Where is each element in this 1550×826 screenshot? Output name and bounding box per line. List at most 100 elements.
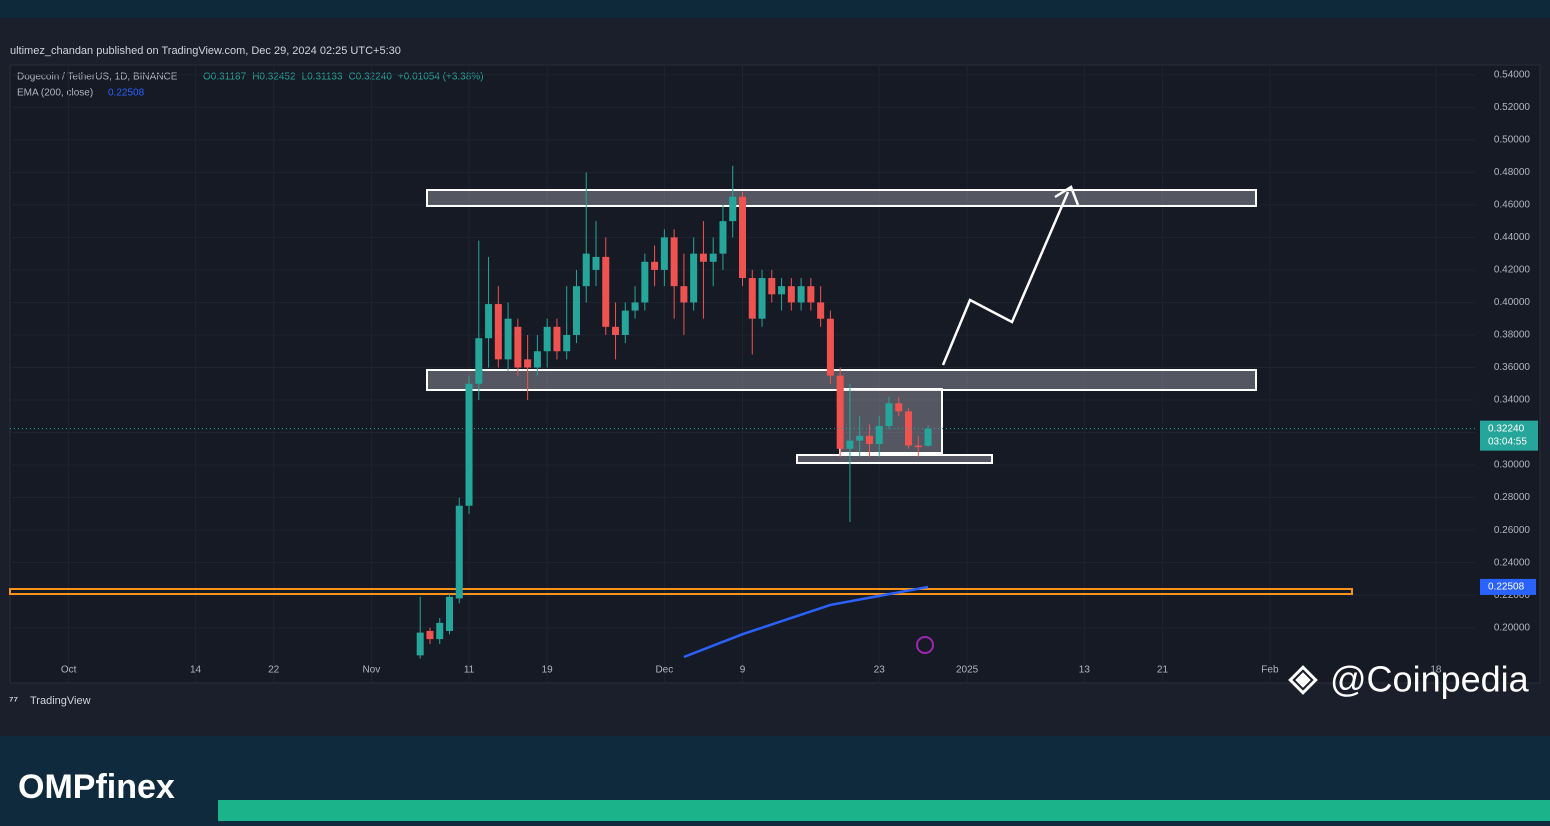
candle-body xyxy=(817,302,825,319)
candle-body xyxy=(914,445,922,448)
candle-body xyxy=(572,286,580,335)
last-price-label: 0.32240 xyxy=(1488,423,1525,434)
y-tick-label: 0.36000 xyxy=(1494,362,1531,373)
candle-body xyxy=(739,196,746,279)
ema-line xyxy=(683,585,929,659)
ema-price-label: 0.22508 xyxy=(1488,582,1525,593)
candle-body xyxy=(514,326,522,368)
candle-body xyxy=(494,304,502,360)
candle-body xyxy=(807,286,815,303)
y-tick-label: 0.22000 xyxy=(1494,590,1531,601)
base-zone xyxy=(796,454,993,464)
candle-body xyxy=(670,237,678,287)
candle-body xyxy=(563,334,571,352)
candle-body xyxy=(787,286,795,303)
candle-body xyxy=(543,326,551,352)
resistance-zone xyxy=(426,189,1257,207)
candle-body xyxy=(660,237,668,270)
candle-body xyxy=(612,326,620,335)
watermark: @Coinpedia xyxy=(1330,659,1530,700)
candle-body xyxy=(836,375,844,449)
candle-body xyxy=(690,253,698,303)
x-tick-label: 11 xyxy=(464,665,475,676)
coinpedia-icon xyxy=(1288,665,1318,695)
ema-price-box xyxy=(1480,578,1536,595)
candle-body xyxy=(924,428,932,446)
candle-body xyxy=(748,278,756,319)
tradingview-logo: TradingView xyxy=(30,695,91,707)
candle-body xyxy=(709,253,717,262)
tv-icon: ⁷⁷ xyxy=(9,695,19,707)
candle-body xyxy=(465,383,473,506)
candle-body xyxy=(875,426,883,444)
candle-body xyxy=(426,630,434,640)
x-tick-label: 2025 xyxy=(956,665,979,676)
last-price-box xyxy=(1480,420,1538,451)
top-band xyxy=(0,0,1550,18)
y-tick-label: 0.46000 xyxy=(1494,200,1531,211)
y-tick-label: 0.42000 xyxy=(1494,265,1531,276)
candle-body xyxy=(758,278,766,319)
candle-body xyxy=(905,411,913,446)
candle-body xyxy=(533,351,541,368)
x-tick-label: 19 xyxy=(542,665,554,676)
candle-body xyxy=(524,359,532,368)
x-tick-label: 18 xyxy=(1430,665,1442,676)
x-tick-label: 22 xyxy=(268,665,280,676)
event-icon xyxy=(916,636,934,654)
y-tick-label: 0.50000 xyxy=(1494,134,1531,145)
marks xyxy=(10,165,1475,659)
axes: 0.20000 0.22000 0.24000 0.26000 0.28000 0.300… xyxy=(61,69,1538,676)
candle-body xyxy=(719,221,727,254)
candle-body xyxy=(631,302,639,311)
y-tick-label: 0.20000 xyxy=(1494,622,1531,633)
y-tick-label: 0.44000 xyxy=(1494,232,1531,243)
brand: OMPfinex xyxy=(18,768,175,806)
candle-body xyxy=(865,435,873,444)
countdown: 03:04:55 xyxy=(1488,436,1527,447)
x-tick-label: Oct xyxy=(61,665,77,676)
candle-body xyxy=(846,440,854,449)
candle-body xyxy=(651,261,659,270)
ohlc-value: +0.01054 (+3.38%) xyxy=(398,72,484,83)
ema-legend: EMA (200, close) xyxy=(17,88,93,99)
grid xyxy=(10,65,1475,683)
candle-body xyxy=(641,261,649,303)
candle-body xyxy=(504,318,512,360)
candle-body xyxy=(446,596,453,631)
candle-body xyxy=(475,338,483,384)
candle-body xyxy=(553,326,561,352)
candle-body xyxy=(416,632,424,656)
x-tick-label: 13 xyxy=(1079,665,1091,676)
x-tick-label: 21 xyxy=(1157,665,1169,676)
candle-body xyxy=(885,403,893,427)
ohlc-value: C0.32240 xyxy=(349,72,393,83)
candle-body xyxy=(621,310,629,335)
y-tick-label: 0.28000 xyxy=(1494,492,1531,503)
y-tick-label: 0.54000 xyxy=(1494,69,1531,80)
candle-body xyxy=(797,286,805,303)
candle-body xyxy=(436,622,444,640)
candle-body xyxy=(768,278,776,295)
plot-bg xyxy=(9,64,1541,684)
published: ultimez_chandan published on TradingView… xyxy=(10,45,401,57)
footer-bar xyxy=(218,800,1550,821)
x-tick-label: 9 xyxy=(740,665,746,676)
symbol: Dogecoin / TetherUS, 1D, BINANCE xyxy=(17,72,178,83)
ohlc-value: L0.31133 xyxy=(302,72,343,83)
y-tick-label: 0.30000 xyxy=(1494,460,1531,471)
y-tick-label: 0.24000 xyxy=(1494,557,1531,568)
y-tick-label: 0.52000 xyxy=(1494,102,1531,113)
y-tick-label: 0.34000 xyxy=(1494,395,1531,406)
candle-body xyxy=(778,286,786,295)
projection-arrow xyxy=(941,191,1070,366)
x-tick-label: 14 xyxy=(190,665,202,676)
ema-legend-value: 0.22508 xyxy=(108,88,145,99)
candle-body xyxy=(485,304,493,339)
ohlc-value: O0.31187 xyxy=(203,72,247,83)
y-tick-label: 0.38000 xyxy=(1494,330,1531,341)
candle-body xyxy=(455,505,463,599)
candle-body xyxy=(680,286,688,303)
